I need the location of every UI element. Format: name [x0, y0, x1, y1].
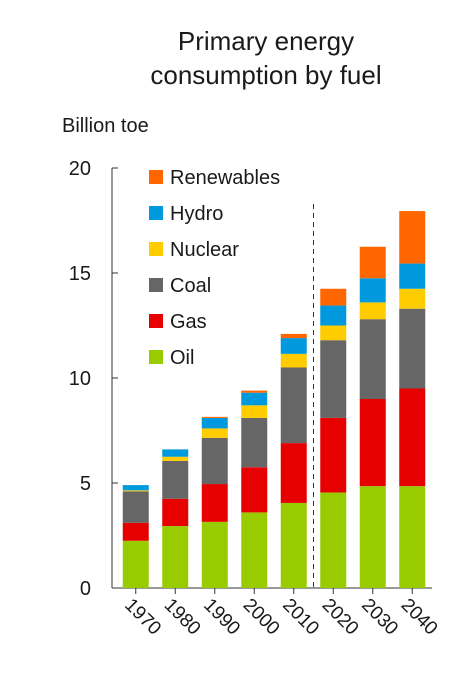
bar-segment-nuclear	[320, 325, 347, 341]
bar-segment-oil	[241, 512, 268, 588]
bar-segment-oil	[162, 526, 189, 588]
bar-segment-oil	[280, 502, 307, 588]
x-tick-label: 2020	[318, 595, 363, 640]
bar-segment-nuclear	[280, 353, 307, 368]
legend-label-renewables: Renewables	[170, 167, 280, 189]
bar-segment-nuclear	[201, 428, 228, 438]
x-tick-label: 2000	[239, 595, 284, 640]
legend-swatch-oil	[149, 350, 163, 364]
bar-segment-nuclear	[162, 456, 189, 461]
legend-swatch-gas	[149, 314, 163, 328]
bar-segment-gas	[201, 484, 228, 522]
y-axis-label: Billion toe	[62, 115, 149, 137]
bar-segment-renewables	[280, 333, 307, 339]
bar-segment-gas	[399, 388, 426, 487]
x-tick-label: 1990	[199, 595, 244, 640]
y-tick-label: 5	[80, 473, 91, 495]
bar-segment-nuclear	[122, 490, 149, 492]
bar-segment-renewables	[359, 246, 386, 279]
bar-segment-hydro	[320, 305, 347, 326]
bars	[122, 211, 426, 588]
chart-title-line: Primary energy	[178, 26, 354, 56]
x-tick-label: 1980	[160, 595, 205, 640]
legend-label-hydro: Hydro	[170, 203, 223, 225]
x-tick-label: 2040	[397, 595, 442, 640]
bar-segment-gas	[122, 522, 149, 541]
legend-label-nuclear: Nuclear	[170, 239, 239, 261]
bar-segment-coal	[162, 460, 189, 499]
bar-segment-nuclear	[399, 288, 426, 309]
bar-segment-renewables	[320, 288, 347, 306]
bar-segment-gas	[320, 417, 347, 493]
x-tick-label: 1970	[120, 595, 165, 640]
bar-segment-hydro	[241, 392, 268, 406]
bar-segment-oil	[320, 492, 347, 588]
bar-segment-hydro	[359, 278, 386, 303]
bar-segment-coal	[320, 340, 347, 418]
bar-segment-oil	[359, 486, 386, 588]
y-tick-label: 15	[69, 263, 91, 285]
legend-label-coal: Coal	[170, 275, 211, 297]
legend-swatch-renewables	[149, 170, 163, 184]
bar-segment-hydro	[399, 263, 426, 289]
bar-segment-renewables	[241, 390, 268, 393]
legend-label-gas: Gas	[170, 311, 207, 333]
bar-segment-hydro	[162, 449, 189, 457]
bar-segment-gas	[359, 399, 386, 487]
x-tick-label: 2030	[357, 595, 402, 640]
bar-segment-coal	[201, 437, 228, 485]
bar-segment-coal	[122, 491, 149, 523]
chart-title-line: consumption by fuel	[150, 60, 381, 90]
legend-label-oil: Oil	[170, 347, 194, 369]
bar-segment-oil	[122, 540, 149, 588]
bar-segment-coal	[359, 319, 386, 399]
bar-segment-nuclear	[241, 405, 268, 418]
bar-segment-coal	[280, 367, 307, 444]
bar-segment-gas	[280, 443, 307, 503]
bar-segment-nuclear	[359, 302, 386, 320]
legend-swatch-hydro	[149, 206, 163, 220]
legend: Renewables Hydro Nuclear Coal Gas Oil	[149, 167, 280, 369]
chart-title: Primary energy consumption by fuel	[150, 26, 381, 90]
bar-segment-renewables	[399, 211, 426, 264]
bar-segment-oil	[201, 521, 228, 588]
bar-segment-gas	[241, 467, 268, 513]
bar-segment-coal	[241, 417, 268, 468]
bar-segment-oil	[399, 486, 426, 588]
y-tick-label: 10	[69, 368, 91, 390]
bar-segment-hydro	[122, 485, 149, 491]
y-tick-label: 20	[69, 158, 91, 180]
legend-swatch-nuclear	[149, 242, 163, 256]
bar-segment-gas	[162, 498, 189, 527]
bar-segment-hydro	[201, 417, 228, 429]
bar-segment-hydro	[280, 338, 307, 354]
legend-swatch-coal	[149, 278, 163, 292]
bar-segment-renewables	[201, 416, 228, 418]
x-tick-label: 2010	[278, 595, 323, 640]
bar-segment-coal	[399, 308, 426, 389]
y-tick-label: 0	[80, 578, 91, 600]
